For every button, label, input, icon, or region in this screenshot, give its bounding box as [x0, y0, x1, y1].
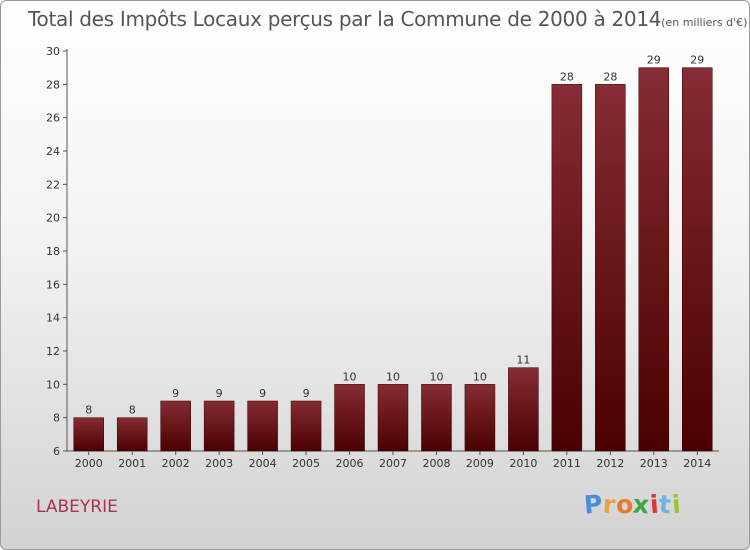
data-label: 28	[560, 70, 574, 83]
bar	[203, 400, 235, 452]
chart-title-text: Total des Impôts Locaux perçus par la Co…	[28, 7, 662, 31]
data-label: 10	[429, 370, 443, 383]
y-tick-label: 26	[46, 112, 60, 125]
bar	[116, 417, 148, 452]
bar	[160, 400, 191, 452]
data-label: 8	[85, 404, 92, 417]
data-label: 28	[603, 70, 617, 83]
y-tick-label: 20	[46, 212, 60, 225]
data-label: 11	[516, 354, 530, 367]
y-tick-label: 8	[53, 412, 60, 425]
bar	[73, 417, 104, 452]
data-label: 29	[690, 54, 704, 67]
y-tick-label: 12	[46, 345, 60, 358]
y-tick-label: 30	[46, 45, 60, 58]
y-tick-label: 10	[46, 378, 60, 391]
data-label: 9	[216, 387, 223, 400]
y-tick-label: 14	[46, 312, 60, 325]
data-label: 8	[129, 404, 136, 417]
proxiti-logo: Proxiti	[583, 489, 682, 520]
y-tick-label: 16	[46, 278, 60, 291]
y-tick-label: 6	[53, 445, 60, 458]
logo-letter: i	[670, 489, 682, 520]
x-tick-label: 2004	[249, 457, 277, 470]
x-tick-label: 2002	[162, 457, 190, 470]
bar	[638, 67, 670, 452]
x-tick-label: 2011	[553, 457, 581, 470]
logo-letter: P	[583, 489, 604, 520]
chart-unit: (en milliers d'€)	[661, 16, 748, 29]
x-tick-label: 2005	[292, 457, 320, 470]
bar	[551, 84, 583, 452]
chart-title: Total des Impôts Locaux perçus par la Co…	[28, 7, 747, 31]
bar	[247, 400, 278, 452]
logo-letter: x	[632, 489, 651, 520]
x-tick-label: 2009	[466, 457, 494, 470]
y-tick-label: 22	[46, 178, 60, 191]
x-tick-label: 2001	[118, 457, 146, 470]
commune-name: LABEYRIE	[36, 497, 118, 517]
x-tick-label: 2003	[205, 457, 233, 470]
y-tick-label: 28	[46, 78, 60, 91]
data-label: 10	[343, 370, 357, 383]
bar	[464, 384, 496, 452]
x-tick-label: 2010	[509, 457, 537, 470]
data-label: 10	[386, 370, 400, 383]
bar	[595, 84, 626, 452]
x-tick-label: 2012	[596, 457, 624, 470]
bar	[334, 384, 365, 452]
x-tick-label: 2013	[640, 457, 668, 470]
data-label: 29	[647, 54, 661, 67]
x-tick-label: 2006	[336, 457, 364, 470]
bar	[682, 67, 713, 452]
bar	[290, 400, 322, 452]
data-label: 9	[259, 387, 266, 400]
data-label: 10	[473, 370, 487, 383]
x-tick-label: 2000	[75, 457, 103, 470]
data-label: 9	[303, 387, 310, 400]
x-tick-label: 2008	[422, 457, 450, 470]
bar	[377, 384, 409, 452]
bar	[508, 367, 539, 452]
data-label: 9	[172, 387, 179, 400]
y-tick-label: 18	[46, 245, 60, 258]
x-tick-label: 2007	[379, 457, 407, 470]
x-tick-label: 2014	[683, 457, 711, 470]
bar	[421, 384, 452, 452]
y-tick-label: 24	[46, 145, 60, 158]
